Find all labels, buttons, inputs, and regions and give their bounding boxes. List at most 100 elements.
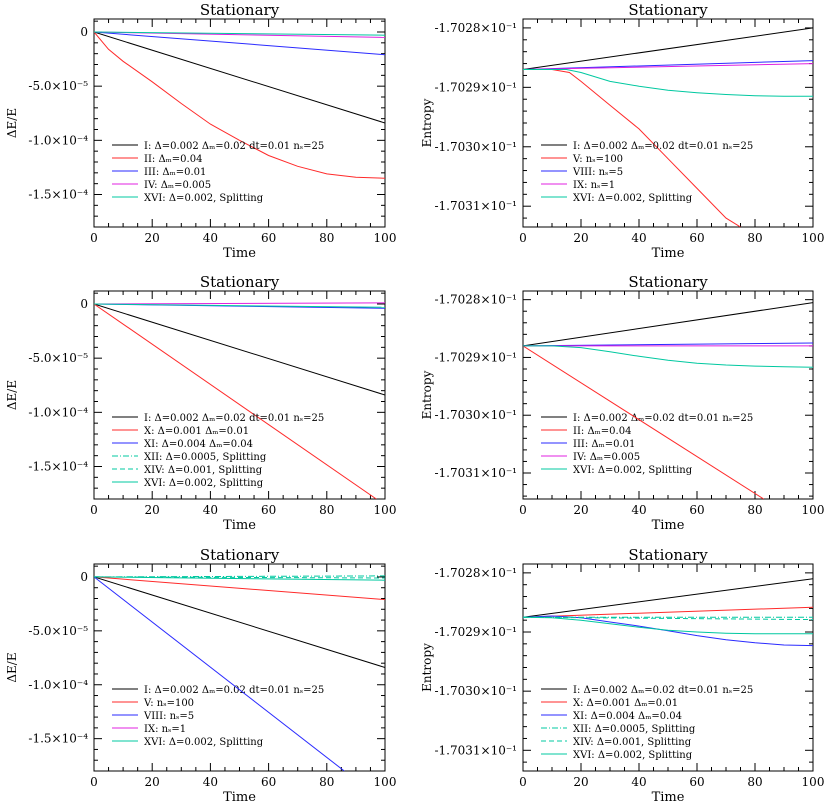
x-tick-label: 0 [90,775,98,789]
legend-label: V: nₛ=100 [143,698,194,709]
y-tick-label: 0 [80,25,88,39]
chart-title: Stationary [200,273,280,291]
y-tick-label: -1.7031×10⁻¹ [434,466,517,480]
x-tick-label: 0 [90,231,98,245]
x-tick-label: 40 [631,503,646,517]
series-line-2 [94,31,385,179]
legend-label: I: Δ=0.002 Δₘ=0.02 dt=0.01 nₛ=25 [144,685,324,696]
series-line-1 [94,31,385,124]
x-tick-label: 20 [145,231,160,245]
x-tick-label: 40 [203,231,218,245]
chart-title: Stationary [200,546,280,564]
legend-label: XVI: Δ=0.002, Splitting [573,193,693,204]
legend-label: IX: nₛ=1 [573,180,615,191]
y-tick-label: -1.7030×10⁻¹ [434,684,517,698]
legend-label: XIV: Δ=0.001, Splitting [144,465,263,476]
y-tick-label: -5.0×10⁻⁵ [28,624,88,638]
legend-label: XVI: Δ=0.002, Splitting [573,465,693,476]
x-tick-label: 100 [802,231,825,245]
series-line-1 [523,302,813,347]
legend-label: I: Δ=0.002 Δₘ=0.02 dt=0.01 nₛ=25 [144,141,324,152]
legend-label: V: nₛ=100 [572,154,623,165]
x-tick-label: 20 [145,503,160,517]
x-tick-label: 60 [689,231,704,245]
legend-label: IV: Δₘ=0.005 [144,180,211,191]
legend-label: III: Δₘ=0.01 [144,167,206,178]
x-tick-label: 100 [374,503,397,517]
chart-panel-2: Stationary Time Entropy 0 20 40 60 80 100 -1.7028… [420,1,824,476]
series-line-6 [523,616,813,635]
x-tick-label: 60 [689,503,704,517]
y-tick-label: -1.7029×10⁻¹ [434,80,517,94]
legend-label: XVI: Δ=0.002, Splitting [144,193,264,204]
legend-label: I: Δ=0.002 Δₘ=0.02 dt=0.01 nₛ=25 [573,685,753,696]
series-line-1 [94,303,385,396]
y-tick-label: -1.7028×10⁻¹ [434,293,517,307]
chart-panel-4: Stationary Time Entropy 0 20 40 60 80 100 -1.7028… [420,141,824,533]
y-tick-label: -5.0×10⁻⁵ [28,351,88,365]
y-tick-label: -1.7029×10⁻¹ [434,350,517,364]
x-tick-label: 60 [261,231,276,245]
series-line-5 [94,303,385,308]
x-tick-label: 0 [519,503,527,517]
y-axis-label: ΔE/E [5,652,19,682]
legend-label: XVI: Δ=0.002, Splitting [573,750,693,761]
x-tick-label: 20 [573,231,588,245]
x-axis-label: Time [223,518,256,533]
y-tick-label: -1.0×10⁻⁴ [28,133,88,147]
x-axis-label: Time [652,518,685,533]
legend-label: I: Δ=0.002 Δₘ=0.02 dt=0.01 nₛ=25 [144,413,324,424]
y-axis-label: ΔE/E [5,108,19,138]
x-tick-label: 80 [319,775,334,789]
legend-label: X: Δ=0.001 Δₘ=0.01 [144,426,249,437]
y-tick-label: -1.7029×10⁻¹ [434,625,517,639]
series-line-5 [523,69,813,97]
legend-label: XII: Δ=0.0005, Splitting [144,452,267,463]
x-tick-label: 20 [573,503,588,517]
series-line-1 [523,578,813,618]
x-tick-label: 20 [145,775,160,789]
series-line-5 [523,345,813,368]
chart-panel-1: Stationary Time ΔE/E 0 20 40 60 80 100 0 -5.0×10⁻⁵… [5,1,396,261]
series-line-6 [94,576,385,581]
y-tick-label: -1.7031×10⁻¹ [434,743,517,757]
legend-label: VIII: nₛ=5 [572,167,623,178]
x-tick-label: 0 [519,231,527,245]
y-tick-label: 0 [80,570,88,584]
y-tick-label: -5.0×10⁻⁵ [28,79,88,93]
y-tick-label: -1.7030×10⁻¹ [434,408,517,422]
chart-panel-5: Stationary Time ΔE/E 0 20 40 60 80 100 0 -5.0×10⁻⁵… [5,413,396,805]
x-tick-label: 20 [573,775,588,789]
x-tick-label: 100 [374,775,397,789]
series-line-3 [94,576,345,771]
x-tick-label: 100 [374,231,397,245]
x-tick-label: 40 [203,503,218,517]
series-line-4 [94,302,385,305]
x-tick-label: 0 [519,775,527,789]
legend-label: XII: Δ=0.0005, Splitting [573,724,696,735]
x-tick-label: 0 [90,503,98,517]
legend-label: IV: Δₘ=0.005 [573,452,640,463]
x-axis-label: Time [223,790,256,805]
legend-label: XIV: Δ=0.001, Splitting [573,737,692,748]
legend-label: III: Δₘ=0.01 [573,439,635,450]
x-tick-label: 80 [747,775,762,789]
x-tick-label: 40 [203,775,218,789]
y-tick-label: -1.7028×10⁻¹ [434,566,517,580]
series-line-3 [523,615,813,647]
y-axis-label: ΔE/E [5,380,19,410]
series-line-3 [94,31,385,56]
chart-panel-6: Stationary Time Entropy 0 20 40 60 80 100 -1.7028… [420,546,824,805]
x-tick-label: 60 [261,503,276,517]
legend-label: I: Δ=0.002 Δₘ=0.02 dt=0.01 nₛ=25 [573,141,753,152]
series-line-1 [94,576,385,668]
x-axis-label: Time [223,246,256,261]
series-line-1 [523,27,813,70]
y-axis-label: Entropy [420,643,434,692]
y-tick-label: 0 [80,297,88,311]
legend-label: XVI: Δ=0.002, Splitting [144,737,264,748]
y-tick-label: -1.7028×10⁻¹ [434,21,517,35]
y-tick-label: -1.7031×10⁻¹ [434,199,517,213]
legend-label: X: Δ=0.001 Δₘ=0.01 [573,698,678,709]
